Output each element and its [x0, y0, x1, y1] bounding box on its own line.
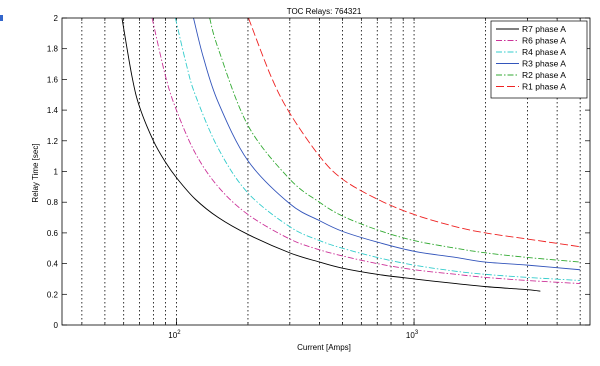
- plot-frame: [61, 17, 591, 326]
- selection-marker: [0, 15, 3, 21]
- y-tick-label: 1: [54, 168, 59, 177]
- legend-label: R6 phase A: [522, 36, 566, 46]
- legend-label: R3 phase A: [522, 59, 566, 69]
- series-line: [193, 18, 581, 271]
- y-tick-label: 1.8: [47, 45, 59, 54]
- series-line: [209, 18, 581, 263]
- y-tick-label: 0.2: [47, 290, 59, 299]
- y-tick-label: 0.8: [47, 198, 59, 207]
- y-tick-label: 1.2: [47, 137, 59, 146]
- y-tick-label: 0.6: [47, 229, 59, 238]
- series-line: [121, 18, 541, 292]
- legend-label: R7 phase A: [522, 24, 566, 34]
- y-tick-label: 2: [54, 14, 59, 23]
- legend-box: [490, 20, 588, 99]
- chart-title: TOC Relays: 764321: [287, 7, 362, 16]
- y-tick-label: 1.6: [47, 75, 59, 84]
- plot-area: 0 0.2 0.4 0.6 0.8 1 1.2 1.4 1.6 1.8 2 102 103 R7 phas…: [47, 14, 591, 340]
- x-axis-label: Current [Amps]: [297, 343, 351, 352]
- y-tick-label: 1.4: [47, 106, 59, 115]
- x-tick-label: 102: [168, 330, 181, 340]
- series-line: [174, 18, 581, 281]
- y-tick-label: 0.4: [47, 260, 59, 269]
- series-line: [248, 18, 581, 248]
- series-line: [151, 18, 581, 285]
- legend-label: R4 phase A: [522, 47, 566, 57]
- y-tick-label: 0: [54, 321, 59, 330]
- y-axis-label: Relay Time [sec]: [31, 143, 40, 202]
- legend-label: R1 phase A: [522, 82, 566, 92]
- legend-label: R2 phase A: [522, 70, 566, 80]
- x-tick-label: 103: [406, 330, 419, 340]
